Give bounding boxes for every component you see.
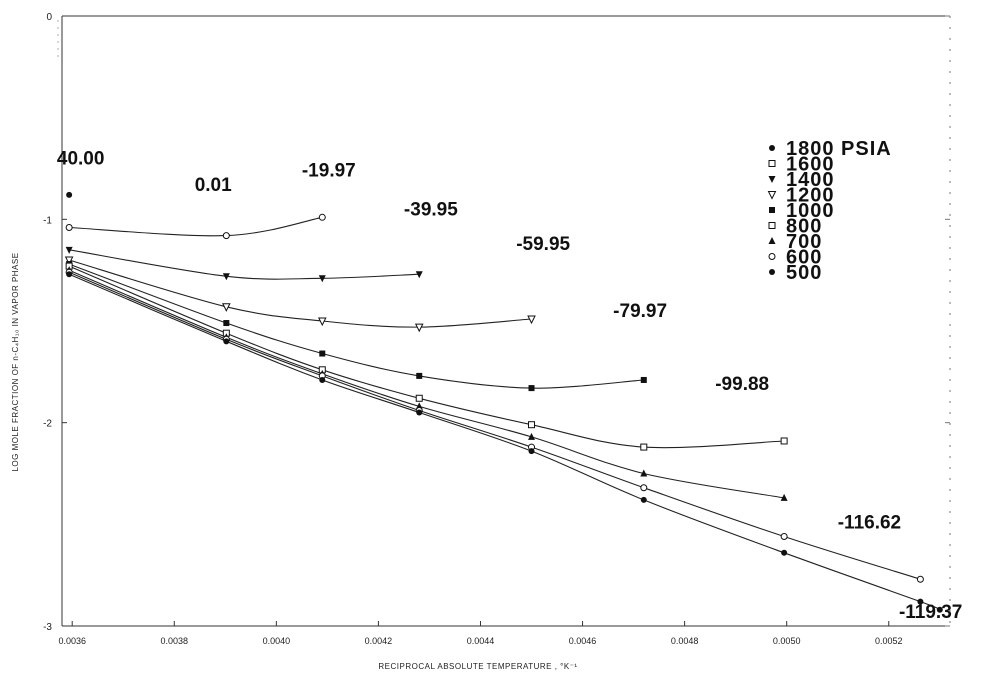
data-point <box>528 448 535 455</box>
x-tick-label: 0.0038 <box>161 636 189 646</box>
legend-label: 1600 <box>786 154 835 176</box>
data-point <box>917 598 924 605</box>
y-tick-label: -2 <box>43 419 52 430</box>
data-point <box>317 317 327 327</box>
data-point <box>414 323 424 333</box>
isotherm-label: -59.95 <box>516 234 570 255</box>
x-axis-title: RECIPROCAL ABSOLUTE TEMPERATURE , °K⁻¹ <box>378 662 577 671</box>
legend-marker <box>768 160 776 167</box>
data-point <box>64 256 74 266</box>
data-point <box>527 315 536 325</box>
y-tick-label: 0 <box>46 12 52 23</box>
isotherm-labels: 40.00 0.01 -19.97 -39.95 -59.95 -79.97 -99.88 -… <box>57 148 962 622</box>
legend-label: 700 <box>786 231 822 253</box>
data-point <box>415 271 423 279</box>
x-tick-label: 0.0050 <box>773 636 801 646</box>
series-line <box>68 273 941 611</box>
data-point <box>528 421 536 429</box>
data-point <box>319 376 326 383</box>
data-points <box>64 191 943 613</box>
data-point <box>780 533 788 541</box>
data-point <box>223 338 230 345</box>
y-axis-ticks: 0 -1 -2 -3 <box>43 12 950 633</box>
isotherm-label: -119.37 <box>899 602 962 623</box>
y-tick-label: -1 <box>43 215 52 226</box>
legend-marker <box>769 269 775 275</box>
legend-marker <box>768 253 776 260</box>
data-point <box>222 273 230 281</box>
data-point <box>528 385 535 392</box>
isotherm-label: 0.01 <box>195 175 232 196</box>
isotherm-label: -39.95 <box>404 199 458 220</box>
data-point <box>936 606 943 613</box>
data-point <box>781 549 788 556</box>
x-tick-label: 0.0048 <box>671 636 699 646</box>
data-point <box>416 409 423 416</box>
legend-label: 1000 <box>786 200 835 222</box>
isotherm-label: 40.00 <box>57 148 105 169</box>
legend-label: 600 <box>786 247 822 269</box>
isotherm-label: -19.97 <box>302 161 356 182</box>
isotherm-label: -79.97 <box>613 301 667 322</box>
series-line <box>68 259 532 328</box>
x-tick-label: 0.0046 <box>569 636 597 646</box>
y-tick-label: -3 <box>43 622 52 633</box>
legend-marker <box>769 145 775 151</box>
legend-label: 1200 <box>786 185 835 207</box>
legend-label: 1400 <box>786 169 835 191</box>
series-line <box>69 249 420 280</box>
x-axis-ticks: 0.0036 0.0038 0.0040 0.0042 0.0044 0.0046 0.00… <box>58 621 903 646</box>
legend-label: 500 <box>786 262 822 284</box>
data-point <box>223 320 230 327</box>
data-point <box>66 191 73 198</box>
x-tick-label: 0.0040 <box>263 636 291 646</box>
legend-label: 1800 PSIA <box>786 138 892 160</box>
series-line <box>68 271 921 580</box>
data-point <box>640 484 648 492</box>
data-point <box>916 575 924 583</box>
legend-label: 800 <box>786 216 822 238</box>
isotherm-label: -116.62 <box>838 512 901 533</box>
data-point <box>640 376 647 383</box>
legend-marker <box>767 191 777 200</box>
data-point <box>780 437 788 445</box>
plot-frame <box>57 15 951 627</box>
data-point <box>640 496 647 503</box>
series-line <box>69 216 323 237</box>
legend-marker <box>768 176 776 183</box>
isotherm-label: -99.88 <box>715 374 769 395</box>
data-point <box>780 493 788 501</box>
data-point <box>65 223 73 231</box>
data-point <box>528 432 536 440</box>
data-point <box>640 443 648 451</box>
x-tick-label: 0.0042 <box>365 636 393 646</box>
x-tick-label: 0.0052 <box>875 636 903 646</box>
legend-marker <box>769 207 775 213</box>
series-line <box>68 263 644 389</box>
data-point <box>222 303 231 312</box>
y-axis-title: LOG MOLE FRACTION OF n-C₄H₁₀ IN VAPOR PH… <box>11 252 20 471</box>
data-point <box>640 469 648 477</box>
data-point <box>416 372 423 379</box>
data-point <box>318 213 326 221</box>
data-point <box>222 232 230 240</box>
data-point <box>318 275 326 283</box>
data-point <box>65 246 73 254</box>
data-point <box>415 394 423 402</box>
data-point <box>66 271 73 278</box>
data-point <box>319 350 326 357</box>
legend-marker <box>768 222 776 229</box>
legend-marker <box>768 237 776 244</box>
x-tick-label: 0.0044 <box>467 636 495 646</box>
x-tick-label: 0.0036 <box>58 636 86 646</box>
